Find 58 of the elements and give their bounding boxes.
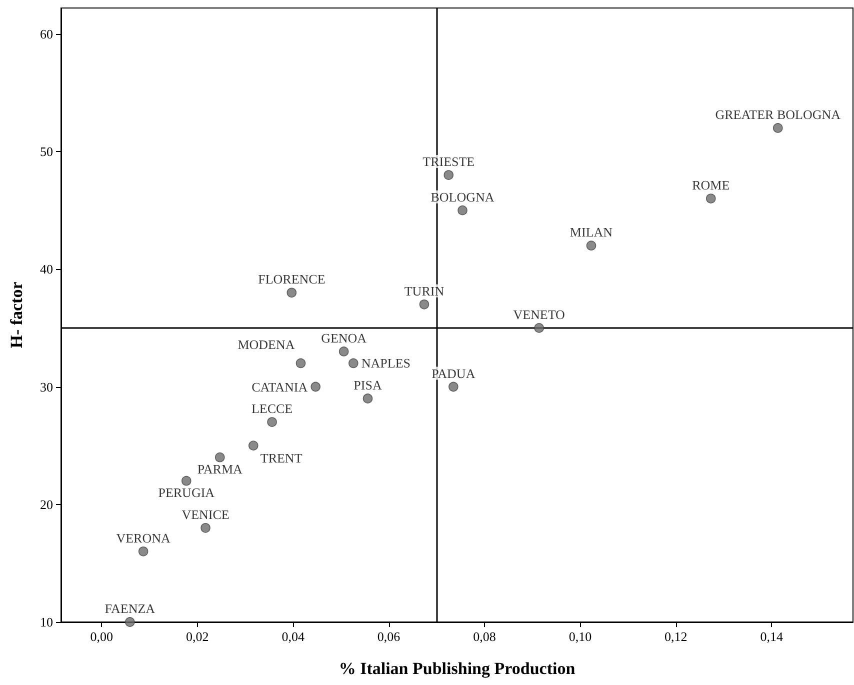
x-axis-title: % Italian Publishing Production <box>338 659 576 678</box>
annotation: PARMA <box>197 461 244 476</box>
annotation: NAPLES <box>361 356 411 371</box>
annotation: TRENT <box>260 450 302 466</box>
annotation: BOLOGNA <box>430 189 495 204</box>
y-tick-label: 50 <box>40 144 53 159</box>
annotation: VERONA <box>116 530 171 546</box>
annotation: FAENZA <box>104 601 156 616</box>
x-tick-label: 0,06 <box>377 629 401 644</box>
point <box>200 523 210 533</box>
annotation: TURIN <box>404 283 445 298</box>
y-tick-label: 40 <box>40 262 53 277</box>
point <box>706 194 716 204</box>
point <box>248 440 258 450</box>
x-tick-label: 0,10 <box>568 629 592 644</box>
annotation: ROME <box>692 178 730 193</box>
point <box>448 382 458 392</box>
point <box>444 170 454 180</box>
y-tick-label: 20 <box>40 496 53 512</box>
annotation: CATANIA <box>252 379 308 394</box>
annotation: PERUGIA <box>158 484 216 500</box>
point <box>458 205 468 216</box>
point <box>138 546 148 556</box>
point <box>286 288 297 298</box>
point <box>214 452 225 462</box>
point <box>586 240 596 250</box>
y-tick-label: 30 <box>40 379 53 394</box>
annotation: PISA <box>354 378 382 393</box>
point <box>267 417 277 427</box>
x-tick-label: 0,12 <box>664 629 688 644</box>
point <box>419 300 430 310</box>
annotation: GREATER BOLOGNA <box>715 106 842 122</box>
x-tick-label: 0,04 <box>282 629 305 644</box>
y-tick-label: 10 <box>40 614 53 630</box>
annotation: LECCE <box>251 401 293 416</box>
annotation: VENETO <box>513 306 565 322</box>
point <box>296 358 306 368</box>
x-tick-label: 0,14 <box>760 629 784 644</box>
point <box>772 123 783 133</box>
point <box>534 323 544 333</box>
annotation: PADUA <box>432 366 476 381</box>
annotation: VENICE <box>182 506 230 522</box>
point <box>181 476 192 486</box>
x-tick-label: 0,00 <box>90 629 114 644</box>
point <box>125 617 135 627</box>
y-axis-title: H- factor <box>7 281 26 348</box>
x-tick-label: 0,08 <box>473 629 496 644</box>
annotation: TRIESTE <box>422 154 475 170</box>
x-tick-label: 0,02 <box>186 629 209 644</box>
point <box>310 382 320 392</box>
annotation: FLORENCE <box>258 272 326 287</box>
annotation: MILAN <box>570 224 614 240</box>
point <box>348 358 358 368</box>
annotation: MODENA <box>238 337 296 352</box>
y-tick-label: 60 <box>40 26 53 42</box>
point <box>362 394 373 404</box>
point <box>338 346 349 356</box>
annotation: GENOA <box>321 330 368 346</box>
